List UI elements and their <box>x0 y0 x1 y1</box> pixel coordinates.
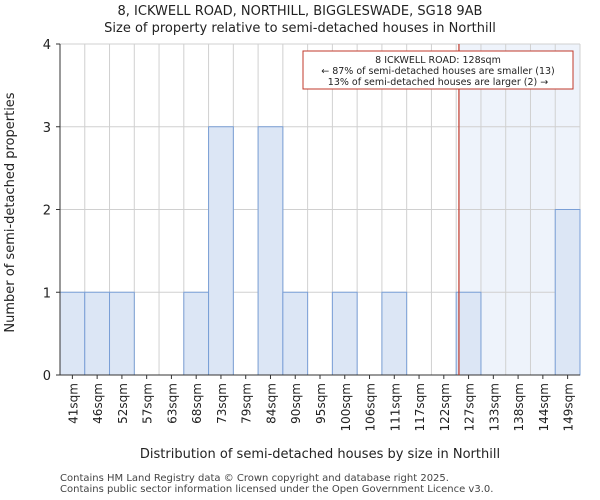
x-tick-label: 52sqm <box>116 383 130 424</box>
x-tick-label: 79sqm <box>240 383 254 424</box>
bar-41sqm <box>59 291 86 376</box>
y-axis-label: Number of semi-detached properties <box>3 92 18 332</box>
bar-46sqm <box>84 291 111 376</box>
bar-127sqm <box>455 291 482 376</box>
footer-licence: Contains public sector information licen… <box>60 484 494 495</box>
x-tick-label: 73sqm <box>215 383 229 424</box>
y-tick-label: 3 <box>43 121 51 136</box>
x-tick-label: 111sqm <box>388 383 402 431</box>
y-tick-label: 4 <box>43 38 51 53</box>
x-tick-label: 133sqm <box>487 383 501 431</box>
x-axis-label: Distribution of semi-detached houses by … <box>140 447 500 462</box>
bar-90sqm <box>282 291 309 376</box>
chart-subtitle: Size of property relative to semi-detach… <box>104 21 496 36</box>
footer-copyright: Contains HM Land Registry data © Crown c… <box>60 473 449 484</box>
x-tick-label: 63sqm <box>165 383 179 424</box>
x-tick-label: 90sqm <box>289 383 303 424</box>
bar-73sqm <box>208 126 234 376</box>
annotation-larger: 13% of semi-detached houses are larger (… <box>328 77 548 88</box>
x-tick-label: 122sqm <box>438 383 452 431</box>
bar-100sqm <box>331 291 358 376</box>
annotation-smaller: ← 87% of semi-detached houses are smalle… <box>321 66 555 77</box>
x-tick-label: 106sqm <box>364 383 378 431</box>
x-tick-label: 144sqm <box>537 383 551 431</box>
x-tick-label: 149sqm <box>562 383 576 431</box>
y-tick-label: 2 <box>43 204 51 219</box>
x-tick-label: 95sqm <box>314 383 328 424</box>
bar-111sqm <box>381 291 408 376</box>
x-tick-label: 46sqm <box>91 383 105 424</box>
x-tick-label: 100sqm <box>339 383 353 431</box>
bar-52sqm <box>109 291 135 376</box>
annotation-box <box>302 50 574 90</box>
x-tick-label: 57sqm <box>141 383 155 424</box>
bar-84sqm <box>257 126 284 376</box>
y-tick-label: 0 <box>43 369 51 384</box>
x-tick-label: 84sqm <box>264 383 278 424</box>
bar-149sqm <box>554 209 581 376</box>
chart-title: 8, ICKWELL ROAD, NORTHILL, BIGGLESWADE, … <box>117 4 483 19</box>
x-tick-label: 68sqm <box>190 383 204 424</box>
bar-68sqm <box>183 291 210 376</box>
x-tick-label: 138sqm <box>512 383 526 431</box>
x-tick-label: 127sqm <box>463 383 477 431</box>
annotation-title: 8 ICKWELL ROAD: 128sqm <box>375 55 501 66</box>
x-tick-label: 41sqm <box>66 383 80 424</box>
y-tick-label: 1 <box>43 286 51 301</box>
x-tick-label: 117sqm <box>413 383 427 431</box>
